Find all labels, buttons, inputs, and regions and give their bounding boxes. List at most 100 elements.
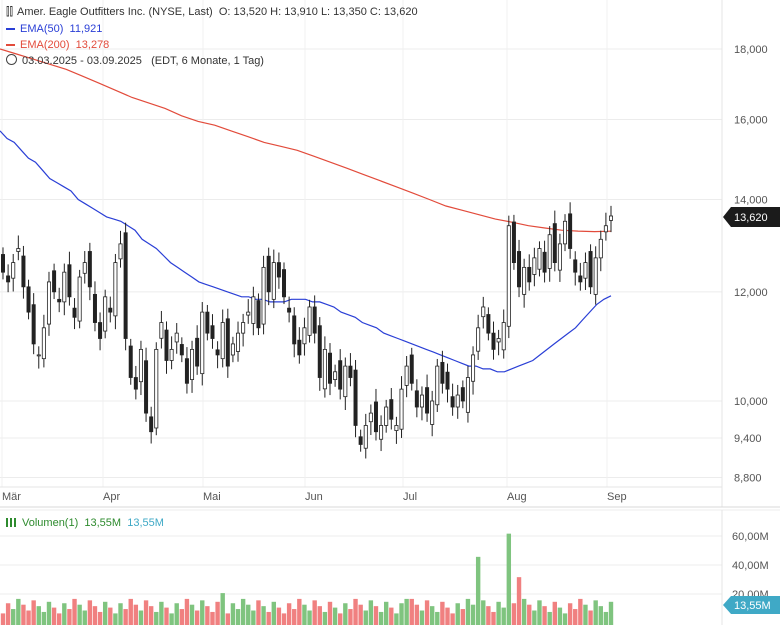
- volume-legend[interactable]: Volumen(1) 13,55M 13,55M: [6, 516, 164, 530]
- candle: [312, 295, 317, 344]
- volume-bar: [36, 606, 41, 625]
- candle: [450, 383, 455, 416]
- candle: [118, 230, 123, 268]
- volume-bar: [194, 610, 200, 625]
- candle: [164, 321, 169, 374]
- candle: [419, 386, 424, 421]
- date-range: 03.03.2025 - 03.09.2025: [22, 55, 142, 67]
- chart-type-icon[interactable]: ⫿⫿: [6, 6, 14, 18]
- ohlc-values: O: 13,520 H: 13,910 L: 13,350 C: 13,620: [218, 6, 418, 18]
- candle: [399, 376, 404, 438]
- volume-bar: [261, 606, 266, 625]
- volume-bar: [77, 604, 82, 625]
- candle: [563, 214, 568, 252]
- candle: [481, 296, 486, 329]
- volume-bar: [97, 611, 103, 625]
- volume-bar: [373, 606, 379, 625]
- volume-bar: [353, 598, 358, 625]
- volume-bar: [138, 610, 144, 625]
- volume-bars-icon: [6, 518, 16, 527]
- candle: [241, 313, 246, 347]
- volume-bar: [496, 601, 501, 625]
- candle: [430, 390, 435, 437]
- candle: [6, 264, 11, 293]
- candle: [103, 289, 108, 339]
- clock-icon: [6, 54, 17, 65]
- volume-bar: [368, 600, 374, 625]
- volume-bar: [383, 601, 389, 625]
- volume-bar: [210, 611, 215, 625]
- candle: [179, 337, 184, 363]
- candle: [501, 309, 506, 359]
- volume-bar: [491, 611, 496, 625]
- last-price-tag: 13,620: [723, 207, 780, 227]
- x-tick-label: Jul: [403, 491, 417, 503]
- candle: [542, 240, 547, 283]
- candle: [16, 235, 21, 261]
- ema200-legend[interactable]: EMA(200) 13,278: [6, 38, 109, 52]
- volume-bar: [11, 609, 16, 625]
- candle: [57, 287, 62, 313]
- candle: [603, 212, 608, 241]
- candle: [348, 353, 353, 387]
- x-tick-label: Aug: [507, 491, 527, 503]
- volume-bar: [72, 598, 77, 625]
- candle: [465, 365, 470, 423]
- x-tick-label: Apr: [103, 491, 120, 503]
- candle: [338, 349, 343, 400]
- candle: [98, 312, 103, 351]
- y-tick-label: 14,000: [734, 195, 768, 207]
- volume-bar: [327, 601, 333, 625]
- volume-bar: [26, 610, 31, 625]
- candle: [113, 253, 118, 330]
- candle: [11, 253, 16, 292]
- candle: [486, 307, 491, 341]
- volume-bar: [200, 600, 205, 625]
- volume-bar: [286, 603, 292, 625]
- volume-bar: [460, 609, 466, 625]
- volume-bar: [593, 600, 598, 625]
- volume-bar: [414, 604, 420, 625]
- volume-bar: [102, 601, 108, 625]
- candle: [62, 263, 67, 316]
- candle: [52, 263, 57, 300]
- candle: [195, 325, 200, 375]
- candle: [491, 321, 496, 360]
- candle: [317, 317, 322, 391]
- y-axis-labels: 18,000 16,000 14,000 12,000 10,000 9,400 8,800: [734, 44, 768, 485]
- volume-bar: [62, 603, 67, 625]
- volume-bar: [174, 603, 179, 625]
- volume-bar: [343, 603, 348, 625]
- volume-bar: [501, 607, 506, 625]
- candle: [138, 340, 143, 396]
- candle: [72, 298, 77, 330]
- y-tick-label: 8,800: [734, 473, 762, 485]
- volume-bar: [562, 613, 568, 625]
- candle: [92, 281, 97, 332]
- volume-bar: [532, 610, 537, 625]
- volume-bar: [179, 609, 185, 625]
- chart-title-row: ⫿⫿ Amer. Eagle Outfitters Inc. (NYSE, Las…: [6, 5, 418, 19]
- volume-tag-label: 13,55M: [734, 600, 771, 612]
- volume-bar: [445, 607, 450, 625]
- volume-bar: [557, 607, 563, 625]
- volume-bar: [312, 600, 317, 625]
- volume-bar: [450, 613, 455, 625]
- volume-bar: [164, 607, 169, 625]
- candle: [404, 356, 409, 398]
- candle: [154, 342, 159, 436]
- volume-bar: [481, 600, 486, 625]
- volume-bar: [424, 600, 430, 625]
- volume-axis-labels: 60,00M 40,00M 20,00M: [732, 531, 769, 601]
- volume-bar: [108, 607, 113, 625]
- x-tick-label: Jun: [305, 491, 323, 503]
- volume-bar: [292, 609, 297, 625]
- x-tick-label: Mär: [2, 491, 21, 503]
- volume-bar: [184, 598, 190, 625]
- ema50-legend[interactable]: EMA(50) 11,921: [6, 22, 102, 36]
- x-grid: [0, 0, 722, 488]
- ema50-line-path: [0, 130, 612, 373]
- candle: [358, 429, 363, 452]
- candle: [159, 310, 164, 349]
